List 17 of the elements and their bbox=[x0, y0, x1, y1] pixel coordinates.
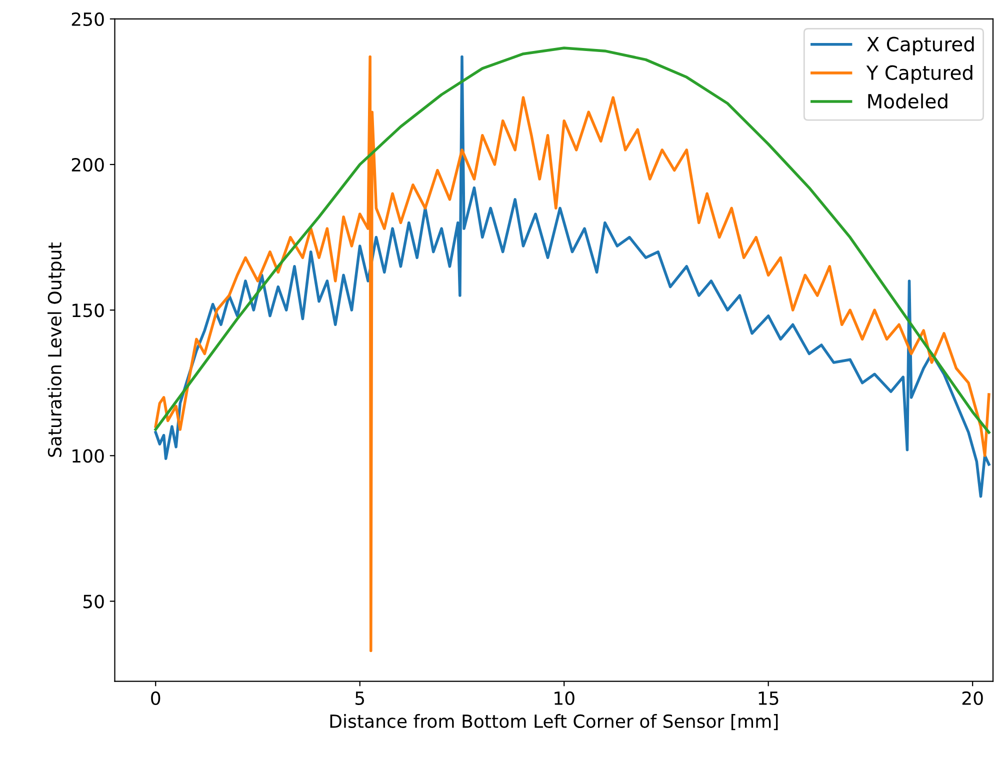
x-tick-label: 20 bbox=[962, 691, 983, 705]
y-tick-label: 50 bbox=[83, 594, 104, 608]
y-tick-label: 100 bbox=[72, 449, 104, 463]
x-tick-label: 10 bbox=[554, 691, 574, 705]
legend-label: Modeled bbox=[868, 94, 948, 109]
legend-label: X Captured bbox=[866, 36, 974, 56]
x-tick-label: 15 bbox=[758, 692, 778, 705]
x-tick-label: 0 bbox=[151, 691, 160, 705]
y-axis-title: Saturation Level Output bbox=[48, 242, 66, 457]
line-series bbox=[154, 55, 990, 498]
line-series bbox=[154, 55, 990, 652]
y-tick-label: 250 bbox=[72, 12, 104, 26]
x-axis-title: Distance from Bottom Left Corner of Sensor [mm] bbox=[330, 714, 778, 730]
legend-label: Y Captured bbox=[866, 64, 972, 84]
y-tick-label: 200 bbox=[72, 158, 104, 172]
x-tick-label: 5 bbox=[356, 692, 364, 705]
y-tick-label: 150 bbox=[72, 304, 104, 318]
